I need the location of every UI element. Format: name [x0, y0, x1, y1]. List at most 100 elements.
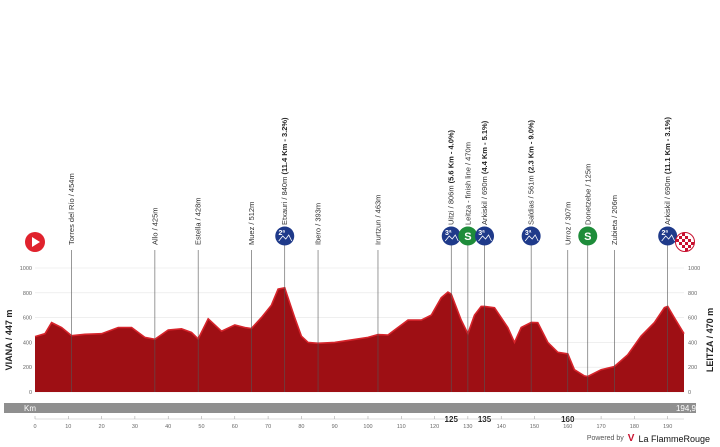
icon-category-label: 3ª [525, 230, 532, 237]
mountain-icon [444, 234, 459, 242]
checkered-flag-square [676, 239, 679, 242]
waypoint-km-label: 160 [561, 415, 575, 424]
checkered-flag-square [688, 245, 691, 248]
km-scale-label: 170 [596, 424, 605, 430]
km-scale-label: 190 [663, 424, 672, 430]
km-scale-label: 160 [563, 424, 572, 430]
waypoint-label: Muez / 512m [247, 202, 256, 245]
mountain-climb-icon [275, 226, 295, 246]
climb-detail-label: (5.6 Km - 4.0%) [447, 129, 456, 183]
play-icon [32, 237, 40, 247]
km-scale-label: 30 [132, 424, 138, 430]
altitude-tick-label-left: 400 [23, 340, 32, 346]
waypoint-label: Allo / 425m [150, 207, 159, 245]
checkered-flag-square [685, 242, 688, 245]
icon-category-label: 2ª [661, 230, 668, 237]
altitude-tick-label-left: 200 [23, 365, 32, 371]
km-scale-label: 100 [363, 424, 372, 430]
waypoint-km-label: 135 [478, 415, 492, 424]
checkered-flag-square [685, 248, 688, 251]
checkered-flag-square [685, 236, 688, 239]
km-bar [4, 403, 696, 413]
climb-detail-label: (11.1 Km - 3.1%) [663, 117, 672, 175]
waypoint-km-label: 125 [445, 415, 459, 424]
mountain-climb-icon [521, 226, 541, 246]
icon-category-label: 2ª [279, 230, 286, 237]
mountain-icon [524, 234, 539, 242]
mountain-climb-icon [475, 226, 495, 246]
km-scale-label: 90 [332, 424, 338, 430]
mountain-icon [661, 234, 676, 242]
waypoint-label: Ibero / 393m [314, 203, 323, 245]
km-scale-label: 120 [430, 424, 439, 430]
mountain-icon [478, 234, 492, 242]
sprint-icon [458, 226, 478, 246]
waypoint-label: Arkiskil / 690m (11.1 Km - 3.1%) [663, 117, 672, 225]
finish-label: LEITZA / 470 m [705, 308, 715, 372]
altitude-tick-label-left: 800 [23, 291, 32, 297]
checkered-flag-square [679, 242, 682, 245]
chart-area [34, 286, 685, 392]
waypoint-label: Urroz / 307m [563, 202, 572, 245]
flammerouge-logo-icon: V [627, 433, 635, 444]
km-scale-label: 80 [298, 424, 304, 430]
altitude-tick-label-right: 0 [688, 390, 691, 396]
altitude-tick-label-left: 600 [23, 316, 32, 322]
waypoint-label: Etxauri / 840m (11.4 Km - 3.2%) [280, 117, 289, 225]
altitude-tick-label-right: 800 [688, 291, 697, 297]
waypoint-label: Torres del Río / 454m [67, 173, 76, 245]
powered-by-label: Powered by [586, 435, 624, 442]
sprint-icon [578, 226, 598, 246]
km-scale-label: 130 [463, 424, 472, 430]
km-scale-label: 20 [99, 424, 105, 430]
credit-footer: Powered by V La FlammeRouge [587, 433, 710, 444]
checkered-flag-square [682, 233, 685, 236]
altitude-tick-label-right: 600 [688, 316, 697, 322]
waypoint-label: Estella / 428m [194, 197, 203, 245]
mountain-icon [278, 234, 293, 242]
km-scale-label: 0 [33, 424, 36, 430]
waypoint-label: Arkiskil / 690m (4.4 Km - 5.1%) [480, 120, 489, 225]
checkered-flag-square [691, 242, 694, 245]
altitude-tick-label-left: 0 [29, 390, 32, 396]
km-scale-label: 70 [265, 424, 271, 430]
elevation-area [35, 287, 684, 392]
waypoint-label: Donetzebe / 125m [583, 164, 592, 225]
mountain-climb-icon [658, 226, 678, 246]
km-scale-label: 50 [198, 424, 204, 430]
altitude-tick-label-left: 1000 [20, 266, 32, 272]
waypoint-label: Irurtzun / 463m [373, 195, 382, 245]
waypoint-label: Leitza - finish line / 470m [463, 142, 472, 225]
altitude-tick-label-right: 200 [688, 365, 697, 371]
brand-name: La FlammeRouge [638, 433, 710, 444]
km-axis-label: Km [24, 404, 36, 413]
waypoint-label: Saldias / 561m (2.3 Km - 9.0%) [527, 119, 536, 225]
chart-waypoints: Torres del Río / 454m 11Allo / 425m 36Es… [67, 117, 678, 424]
climb-detail-label: (4.4 Km - 5.1%) [480, 120, 489, 174]
km-scale-label: 40 [165, 424, 171, 430]
icon-category-label: S [584, 231, 591, 243]
finish-km-label: 194,9 [676, 404, 697, 413]
checkered-flag-square [682, 245, 685, 248]
km-scale-label: 10 [65, 424, 71, 430]
km-scale-label: 140 [497, 424, 506, 430]
checkered-flag-square [682, 239, 685, 242]
altitude-tick-label-right: 1000 [688, 266, 700, 272]
icon-category-label: 3ª [445, 230, 452, 237]
checkered-flag-square [688, 239, 691, 242]
km-scale-label: 180 [630, 424, 639, 430]
km-scale-label: 60 [232, 424, 238, 430]
icon-category-label: S [464, 231, 471, 243]
altitude-tick-label-right: 400 [688, 340, 697, 346]
km-scale-label: 150 [530, 424, 539, 430]
climb-detail-label: (2.3 Km - 9.0%) [527, 119, 536, 173]
waypoint-label: Zubieta / 206m [610, 195, 619, 245]
start-label: VIANA / 447 m [4, 310, 14, 371]
mountain-climb-icon [441, 226, 461, 246]
waypoint-label: Uitzi / 806m (5.6 Km - 4.0%) [447, 129, 456, 225]
elevation-line [34, 286, 685, 378]
chart-axes: VIANA / 447 m LEITZA / 470 m Km 194,9 0 10 20 3… [4, 232, 715, 430]
climb-detail-label: (11.4 Km - 3.2%) [280, 117, 289, 175]
icon-category-label: 3ª [478, 230, 485, 237]
